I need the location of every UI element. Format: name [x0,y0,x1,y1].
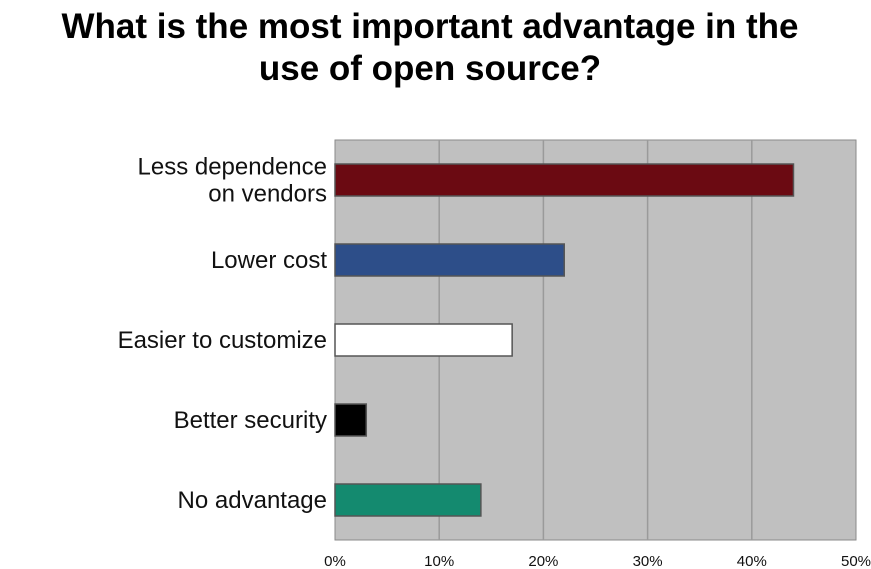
x-tick-label: 50% [841,553,871,569]
category-label: Easier to customize [118,327,327,354]
category-label: Better security [174,407,327,434]
x-tick-label: 20% [528,553,558,569]
bars [334,163,795,517]
bar [334,403,368,437]
bar [334,323,513,357]
category-label: Less dependence [138,154,328,181]
category-label: Lower cost [211,247,327,274]
x-tick-label: 30% [633,553,663,569]
chart-title: What is the most important advantage in … [61,7,799,88]
bar [334,163,795,197]
bar [334,243,565,277]
x-tick-label: 10% [424,553,454,569]
bar [334,483,482,517]
category-label: No advantage [178,487,327,514]
grid-lines [438,140,753,540]
category-label: on vendors [208,181,327,208]
x-tick-label: 0% [324,553,346,569]
x-tick-labels: 0% 10% 20% 30% 40% 50% [324,553,871,569]
x-tick-label: 40% [737,553,767,569]
